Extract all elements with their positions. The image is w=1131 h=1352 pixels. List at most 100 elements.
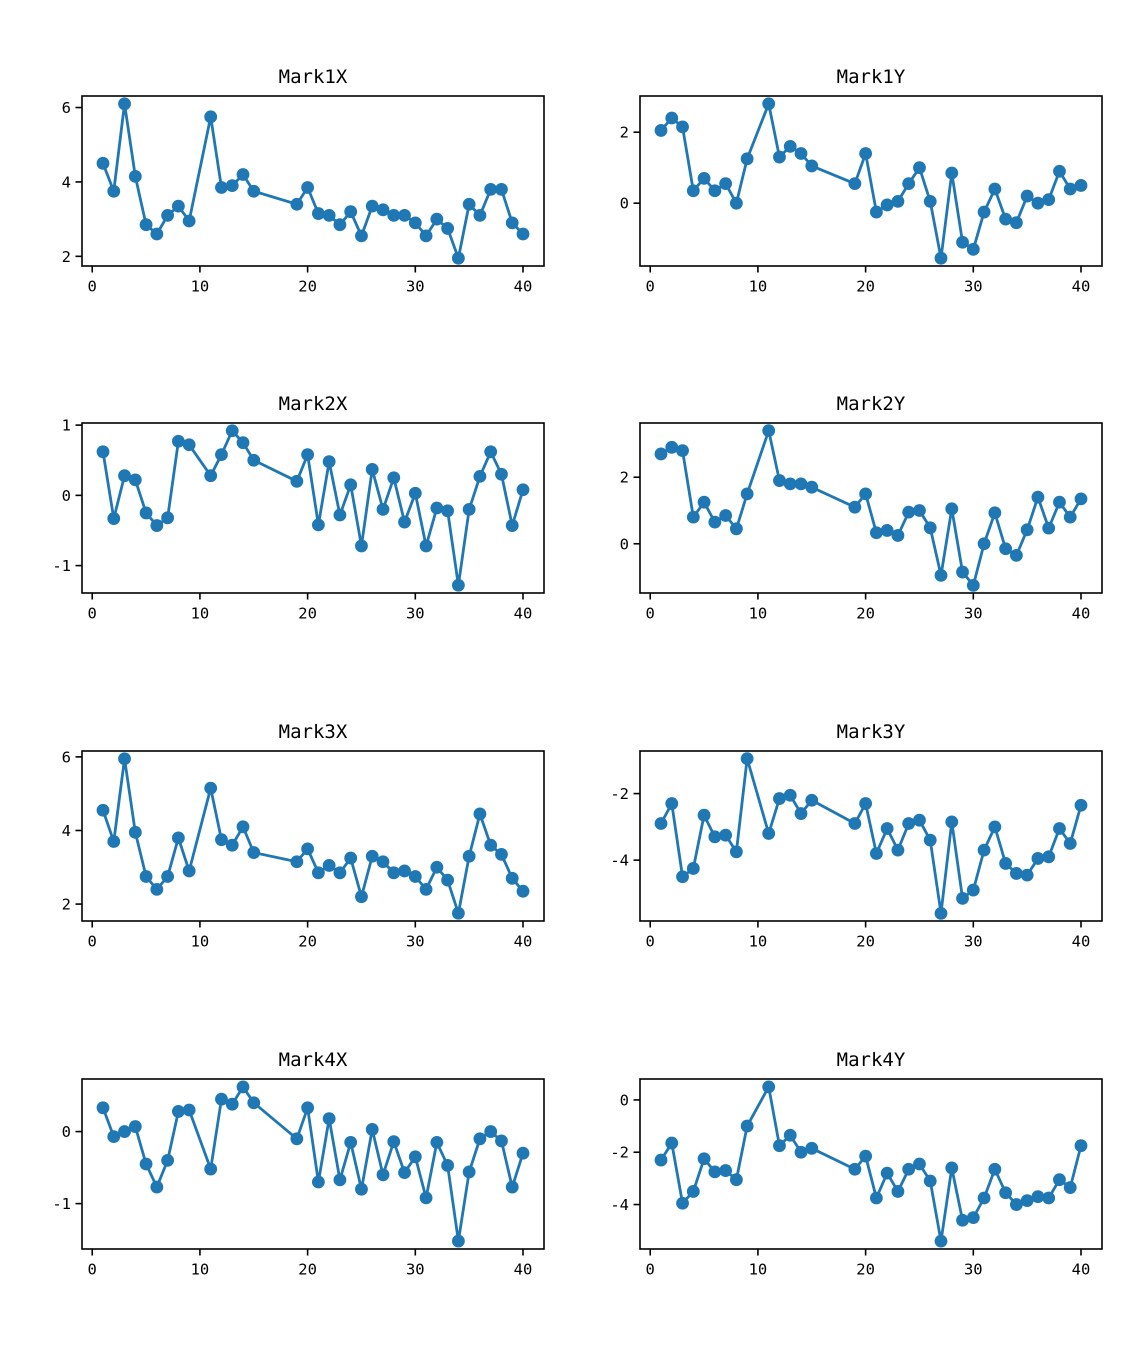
data-point [762,827,776,840]
data-point [934,1234,948,1248]
data-point [301,842,315,856]
x-tick-label: 20 [856,933,875,951]
data-point [1042,521,1056,535]
data-point [473,1132,487,1146]
data-point [880,524,894,537]
data-point [891,195,905,208]
data-point [495,848,508,861]
data-point [387,1135,401,1149]
data-point [697,808,711,822]
data-point [161,209,175,222]
data-point [729,845,743,859]
data-point [505,1180,519,1194]
data-point [247,184,261,198]
data-point [934,906,948,920]
x-tick-label: 20 [856,1261,875,1279]
data-point [398,864,411,878]
x-tick-label: 10 [191,278,210,296]
data-point [419,882,433,896]
data-point [783,477,797,491]
x-tick-label: 20 [298,278,317,296]
plot-title: Mark1Y [837,66,906,88]
data-point [654,124,668,137]
data-point [495,467,508,481]
y-tick-label: -1 [52,557,71,575]
y-tick-label: -4 [610,1196,629,1214]
axes-box [81,95,545,267]
data-point [1042,193,1056,207]
data-point [139,1157,153,1171]
y-tick-label: 4 [62,173,71,191]
x-tick-label: 0 [88,605,97,623]
data-point [773,1139,786,1153]
data-point [505,519,519,532]
data-point [708,184,722,198]
data-point [171,831,185,845]
data-point [1063,837,1077,850]
y-tick-label: 1 [62,417,71,435]
data-point [805,480,819,494]
data-point [419,1191,433,1205]
data-point [441,504,455,518]
data-point [430,501,444,515]
data-point [794,147,808,160]
data-point [333,1173,347,1187]
data-point [408,486,422,500]
data-point [322,209,336,222]
data-point [204,781,218,795]
data-point [1020,868,1034,882]
data-point [859,797,873,810]
data-point [805,1141,819,1155]
data-point [686,510,700,524]
data-point [150,1180,164,1194]
y-tick-label: 0 [620,195,629,213]
y-tick-label: 0 [62,1123,71,1141]
data-point [451,906,465,920]
data-point [654,817,668,830]
data-point [376,503,390,516]
data-point [773,150,786,164]
data-point [290,474,304,488]
data-point [387,866,401,880]
y-tick-label: 4 [62,822,71,840]
data-point [740,152,754,166]
data-point [333,218,347,232]
data-point [215,1092,228,1106]
x-tick-label: 20 [298,605,317,623]
data-point [505,216,519,230]
x-tick-label: 40 [1072,933,1091,951]
data-point [96,1101,110,1115]
data-point [1031,196,1045,210]
y-tick-label: 2 [62,896,71,914]
plot-svg-mark4y: Mark4Y 0 10 20 30 40 -4 -2 0 [610,1049,1103,1279]
data-point [794,1145,808,1159]
data-point [923,1174,937,1188]
data-point [1053,1173,1066,1187]
data-point [719,1164,733,1177]
data-point [462,503,476,516]
data-point [740,752,754,766]
data-point [1031,852,1045,865]
axes-box [81,422,545,594]
data-point [311,207,325,220]
data-point [740,1119,754,1133]
x-tick-label: 0 [88,1261,97,1279]
y-tick-label: -4 [610,852,629,870]
data-point [247,846,261,859]
data-point [999,1186,1013,1200]
data-point [387,471,401,485]
data-point [171,1105,185,1118]
data-point [322,455,336,469]
data-point [311,518,325,532]
plot-svg-mark3x: Mark3X 0 10 20 30 40 2 4 6 [62,721,545,951]
data-point [913,504,926,517]
x-tick-label: 20 [856,278,875,296]
data-point [161,511,175,525]
data-point [676,1196,689,1210]
x-tick-label: 40 [514,933,533,951]
data-point [773,474,786,487]
data-point [365,849,379,863]
data-point [891,529,905,542]
data-point [999,212,1013,226]
data-point [408,870,422,883]
